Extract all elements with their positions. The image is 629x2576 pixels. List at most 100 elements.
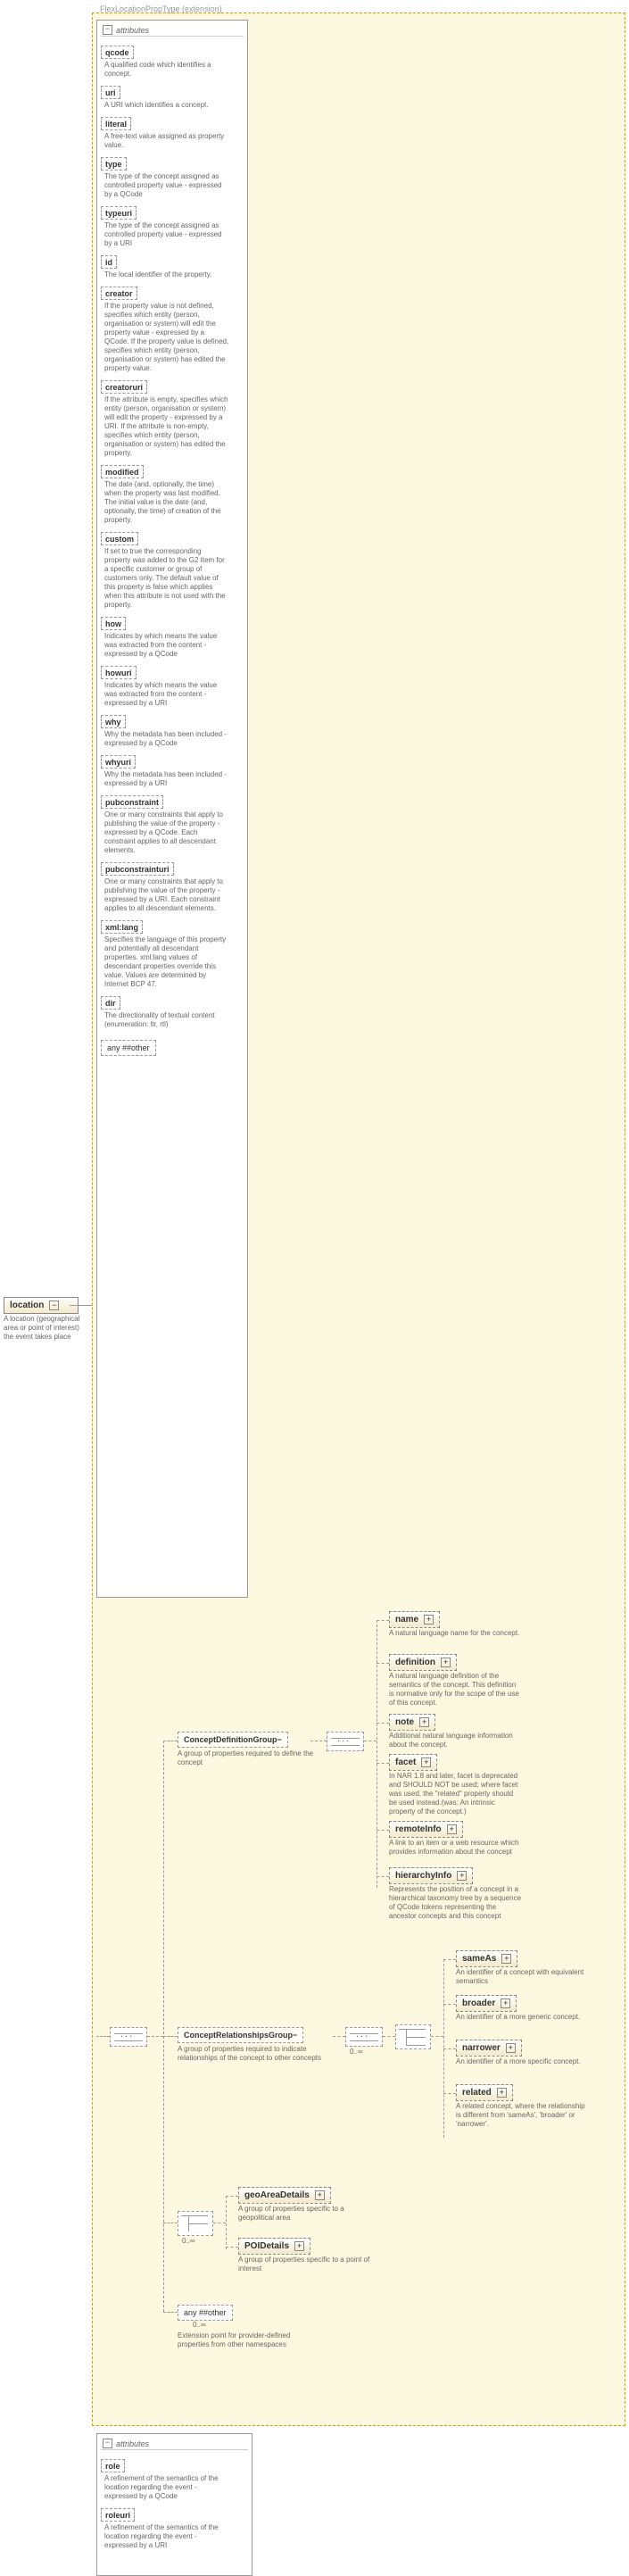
attribute-desc: One or many constraints that apply to pu… — [101, 876, 233, 915]
attribute-desc: The type of the concept assigned as cont… — [101, 170, 233, 201]
attribute-role: role — [101, 2459, 125, 2472]
element-narrower: narrower+ — [456, 2040, 522, 2057]
group-conceptdefinition: ConceptDefinitionGroup − — [178, 1732, 288, 1748]
choice-geo — [178, 2211, 213, 2236]
element-desc: An identifier of a more generic concept. — [456, 2013, 590, 2022]
group-desc: A group of properties required to indica… — [178, 2045, 329, 2063]
cardinality: 0..∞ — [350, 2048, 363, 2056]
element-broader: broader+ — [456, 1995, 517, 2012]
element-desc: A natural language definition of the sem… — [389, 1672, 523, 1708]
expand-icon[interactable]: + — [421, 1757, 431, 1767]
attribute-dir: dir — [101, 996, 120, 1010]
attribute-desc: Indicates by which means the value was e… — [101, 679, 233, 710]
attribute-desc: Specifies the language of this property … — [101, 934, 233, 991]
element-hierarchyInfo: hierarchyInfo+ — [389, 1867, 473, 1884]
any-element: any ##other — [178, 2305, 233, 2321]
element-desc: In NAR 1.8 and later, facet is deprecate… — [389, 1772, 523, 1816]
expand-icon[interactable]: + — [447, 1824, 457, 1834]
diagram-canvas: location − A location (geographical area… — [0, 0, 629, 2576]
expand-icon[interactable]: + — [501, 1998, 510, 2008]
sequence-rel — [345, 2027, 383, 2047]
attributes-list: qcodeA qualified code which identifies a… — [101, 40, 244, 1031]
cardinality: 0..∞ — [182, 2237, 195, 2245]
connector — [163, 2036, 178, 2037]
attribute-desc: A free-text value assigned as property v… — [101, 130, 233, 152]
attribute-qcode: qcode — [101, 46, 134, 59]
connector — [226, 2196, 227, 2249]
expand-icon[interactable]: + — [424, 1615, 434, 1625]
expand-icon[interactable]: + — [457, 1871, 467, 1881]
role-attributes-panel: − attributes roleA refinement of the sem… — [96, 2433, 252, 2576]
attribute-desc: A refinement of the semantics of the loc… — [101, 2472, 233, 2503]
element-POIDetails: POIDetails+ — [238, 2238, 310, 2255]
element-desc: An identifier of a concept with equivale… — [456, 1968, 590, 1986]
element-desc: Represents the position of a concept in … — [389, 1885, 523, 1921]
element-remoteInfo: remoteInfo+ — [389, 1821, 463, 1838]
expand-icon[interactable]: + — [497, 2088, 507, 2098]
sequence-root — [110, 2027, 147, 2047]
element-definition: definition+ — [389, 1654, 457, 1671]
attribute-desc: A qualified code which identifies a conc… — [101, 59, 233, 80]
attribute-desc: The date (and, optionally, the time) whe… — [101, 478, 233, 527]
element-name: name+ — [389, 1611, 440, 1628]
attribute-modified: modified — [101, 465, 144, 478]
element-geoAreaDetails: geoAreaDetails+ — [238, 2187, 331, 2204]
connector — [333, 2036, 345, 2037]
element-related: related+ — [456, 2084, 513, 2101]
role-attributes-list: roleA refinement of the semantics of the… — [101, 2454, 248, 2552]
element-label: location — [10, 1300, 44, 1310]
attribute-desc: The type of the concept assigned as cont… — [101, 220, 233, 250]
collapse-icon[interactable]: − — [103, 2439, 112, 2448]
cardinality: 0..∞ — [193, 2321, 206, 2329]
expand-icon[interactable]: + — [501, 1954, 511, 1964]
element-desc: A group of properties specific to a poin… — [238, 2256, 372, 2273]
connector — [96, 2036, 110, 2037]
element-desc: A location (geographical area or point o… — [4, 1315, 84, 1342]
attribute-pubconstraint: pubconstraint — [101, 795, 163, 809]
element-desc: A link to an item or a web resource whic… — [389, 1839, 523, 1857]
attribute-desc: One or many constraints that apply to pu… — [101, 809, 233, 857]
element-facet: facet+ — [389, 1754, 437, 1771]
attribute-howuri: howuri — [101, 666, 137, 679]
connector — [383, 2036, 395, 2037]
attribute-how: how — [101, 617, 126, 630]
attribute-desc: If set to true the corresponding propert… — [101, 545, 233, 611]
attribute-desc: Why the metadata has been included - exp… — [101, 769, 233, 790]
attributes-panel: − attributes qcodeA qualified code which… — [96, 20, 248, 1598]
attribute-desc: The directionality of textual content (e… — [101, 1010, 233, 1031]
group-conceptrelationships: ConceptRelationshipsGroup − — [178, 2027, 303, 2043]
attribute-literal: literal — [101, 117, 131, 130]
collapse-icon[interactable]: − — [103, 25, 112, 35]
attribute-desc: A URI which identifies a concept. — [101, 99, 233, 112]
attributes-title: − attributes — [101, 24, 244, 37]
collapse-icon[interactable]: − — [277, 1735, 282, 1744]
connector — [147, 2036, 163, 2037]
attribute-desc: Why the metadata has been included - exp… — [101, 728, 233, 750]
attribute-xml-lang: xml:lang — [101, 920, 143, 934]
element-sameAs: sameAs+ — [456, 1950, 517, 1967]
expand-icon[interactable]: + — [315, 2190, 325, 2200]
element-desc: An identifier of a more specific concept… — [456, 2057, 590, 2066]
connector — [431, 2036, 443, 2037]
collapse-icon[interactable]: − — [49, 1300, 59, 1310]
expand-icon[interactable]: + — [441, 1658, 451, 1667]
attribute-creatoruri: creatoruri — [101, 380, 147, 394]
expand-icon[interactable]: + — [294, 2241, 304, 2251]
expand-icon[interactable]: + — [506, 2043, 516, 2053]
any-attribute: any ##other — [101, 1040, 156, 1056]
attribute-why: why — [101, 715, 126, 728]
choice-rel — [395, 2024, 431, 2049]
collapse-icon[interactable]: − — [293, 2031, 297, 2040]
attribute-id: id — [101, 255, 117, 269]
expand-icon[interactable]: + — [419, 1717, 429, 1727]
connector — [163, 1741, 164, 2312]
attribute-desc: A refinement of the semantics of the loc… — [101, 2522, 233, 2552]
element-location: location − — [4, 1297, 79, 1314]
element-desc: A related concept, where the relationshi… — [456, 2102, 590, 2129]
attribute-creator: creator — [101, 287, 137, 300]
extension-label: FlexLocationPropType (extension) — [100, 4, 222, 13]
connector — [163, 2312, 178, 2313]
element-desc: A natural language name for the concept. — [389, 1629, 523, 1638]
sequence-def — [327, 1732, 364, 1751]
attribute-roleuri: roleuri — [101, 2508, 135, 2522]
